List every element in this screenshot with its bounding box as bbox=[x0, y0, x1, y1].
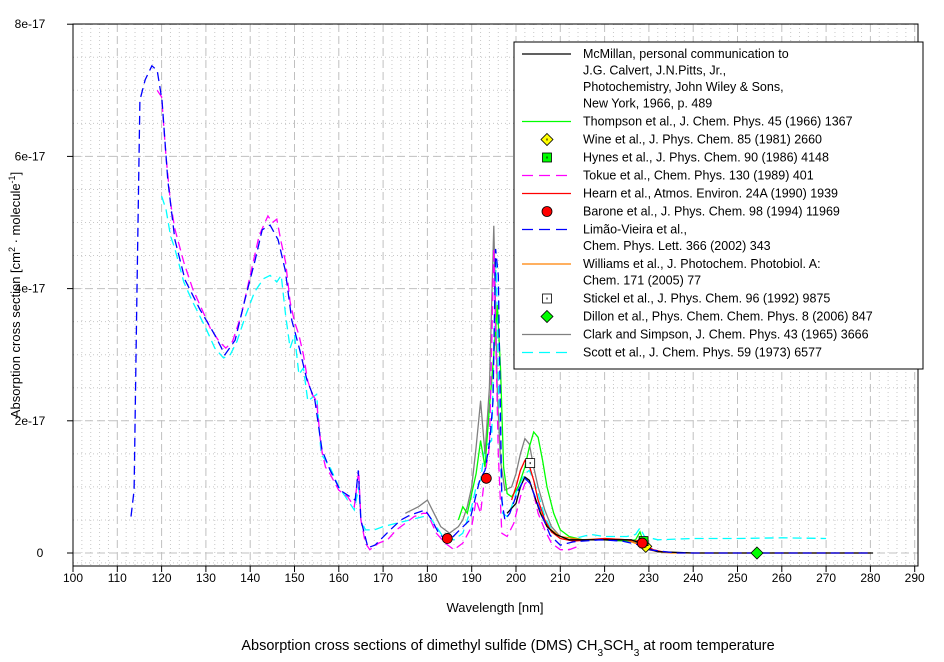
legend-label: J.G. Calvert, J.N.Pitts, Jr., bbox=[583, 64, 726, 78]
data-marker-barone bbox=[480, 472, 492, 484]
legend-box bbox=[513, 41, 924, 370]
x-tick-label: 230 bbox=[639, 571, 659, 585]
legend-label: Thompson et al., J. Chem. Phys. 45 (1966… bbox=[583, 115, 853, 129]
chart-caption: Absorption cross sections of dimethyl su… bbox=[241, 638, 774, 659]
legend-label: Clark and Simpson, J. Chem. Phys. 43 (19… bbox=[583, 328, 869, 342]
legend-item: Tokue et al., Chem. Phys. 130 (1989) 401 bbox=[522, 169, 814, 183]
legend-label: Chem. Phys. Lett. 366 (2002) 343 bbox=[583, 239, 771, 253]
x-axis: 100 110 120 130 140 150 160 170 180 190 200 210 220 2… bbox=[63, 566, 925, 585]
x-tick-label: 290 bbox=[905, 571, 925, 585]
y-tick-label: 6e-17 bbox=[15, 149, 46, 163]
legend-item: Thompson et al., J. Chem. Phys. 45 (1966… bbox=[522, 115, 853, 129]
data-marker-barone bbox=[441, 533, 453, 544]
legend-label: Limão-Vieira et al., bbox=[583, 223, 687, 237]
legend-label: Williams et al., J. Photochem. Photobiol… bbox=[583, 257, 821, 271]
x-axis-label: Wavelength [nm] bbox=[446, 600, 543, 615]
legend-item: Clark and Simpson, J. Chem. Phys. 43 (19… bbox=[522, 328, 869, 342]
x-tick-label: 170 bbox=[373, 571, 393, 585]
legend-marker-dot bbox=[546, 138, 548, 141]
legend-marker-dot bbox=[546, 297, 548, 300]
x-tick-label: 270 bbox=[816, 571, 836, 585]
data-marker-dillon bbox=[750, 546, 764, 560]
x-tick-label: 130 bbox=[196, 571, 216, 585]
x-tick-label: 140 bbox=[240, 571, 260, 585]
legend-item: Limão-Vieira et al., Chem. Phys. Lett. 36… bbox=[522, 223, 771, 253]
x-tick-label: 200 bbox=[506, 571, 526, 585]
x-tick-label: 220 bbox=[595, 571, 615, 585]
legend-item: Dillon et al., Phys. Chem. Chem. Phys. 8… bbox=[540, 309, 873, 324]
y-axis: 0 2e-17 4e-17 6e-17 8e-17 bbox=[15, 17, 73, 560]
legend-item: Wine et al., J. Phys. Chem. 85 (1981) 26… bbox=[540, 133, 822, 147]
legend-label: New York, 1966, p. 489 bbox=[583, 97, 712, 111]
x-tick-label: 190 bbox=[462, 571, 482, 585]
legend-label: Tokue et al., Chem. Phys. 130 (1989) 401 bbox=[583, 169, 814, 183]
x-tick-label: 250 bbox=[727, 571, 747, 585]
legend-item: Barone et al., J. Phys. Chem. 98 (1994) … bbox=[541, 205, 840, 219]
legend-label: McMillan, personal communication to bbox=[583, 47, 789, 61]
legend-marker-dot bbox=[546, 156, 548, 159]
x-tick-label: 180 bbox=[417, 571, 437, 585]
legend-label: Hearn et al., Atmos. Environ. 24A (1990)… bbox=[583, 187, 838, 201]
x-tick-label: 150 bbox=[284, 571, 304, 585]
legend-item: Scott et al., J. Chem. Phys. 59 (1973) 6… bbox=[522, 346, 822, 360]
legend-label: Stickel et al., J. Phys. Chem. 96 (1992)… bbox=[583, 292, 830, 306]
y-tick-label: 0 bbox=[37, 546, 44, 560]
legend-item: Hynes et al., J. Phys. Chem. 90 (1986) 4… bbox=[542, 151, 829, 165]
legend-label: Dillon et al., Phys. Chem. Chem. Phys. 8… bbox=[583, 310, 873, 324]
x-tick-label: 280 bbox=[860, 571, 880, 585]
y-tick-label: 4e-17 bbox=[15, 282, 46, 296]
x-tick-label: 120 bbox=[152, 571, 172, 585]
x-tick-label: 160 bbox=[329, 571, 349, 585]
series-line-mcmillan bbox=[506, 475, 874, 554]
legend-label: Hynes et al., J. Phys. Chem. 90 (1986) 4… bbox=[583, 151, 829, 165]
x-tick-label: 240 bbox=[683, 571, 703, 585]
y-axis-label: Absorption cross section [cm2 · molecule… bbox=[7, 172, 23, 418]
data-marker-stickel-dot bbox=[529, 462, 531, 465]
y-tick-label: 2e-17 bbox=[15, 414, 46, 428]
x-tick-label: 210 bbox=[550, 571, 570, 585]
legend-item: Stickel et al., J. Phys. Chem. 96 (1992)… bbox=[542, 292, 830, 306]
legend-label: Wine et al., J. Phys. Chem. 85 (1981) 26… bbox=[583, 133, 822, 147]
series-line-williams bbox=[537, 506, 871, 554]
legend-label: Barone et al., J. Phys. Chem. 98 (1994) … bbox=[583, 205, 840, 219]
series-layer bbox=[130, 64, 874, 560]
legend-marker bbox=[540, 309, 554, 324]
legend-item: McMillan, personal communication to J.G. … bbox=[522, 47, 789, 111]
legend: McMillan, personal communication to J.G. … bbox=[513, 41, 924, 370]
legend-item: Williams et al., J. Photochem. Photobiol… bbox=[522, 257, 821, 288]
data-marker-barone bbox=[636, 537, 648, 549]
legend-label: Scott et al., J. Chem. Phys. 59 (1973) 6… bbox=[583, 346, 822, 360]
legend-marker bbox=[541, 206, 553, 217]
y-tick-label: 8e-17 bbox=[15, 17, 46, 31]
legend-label: Photochemistry, John Wiley & Sons, bbox=[583, 80, 784, 94]
legend-item: Hearn et al., Atmos. Environ. 24A (1990)… bbox=[522, 187, 838, 201]
x-tick-label: 110 bbox=[108, 571, 127, 585]
x-tick-label: 100 bbox=[63, 571, 83, 585]
legend-label: Chem. 171 (2005) 77 bbox=[583, 274, 701, 288]
series-line-clark-and-simpson bbox=[405, 225, 650, 551]
x-tick-label: 260 bbox=[772, 571, 792, 585]
series-line-limao-vieira bbox=[130, 64, 871, 554]
